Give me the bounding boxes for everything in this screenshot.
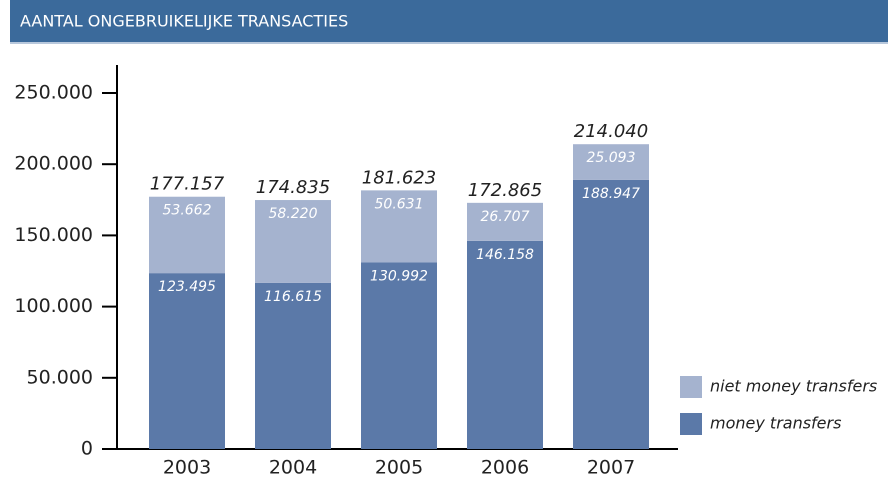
legend-swatch	[680, 376, 702, 398]
total-label: 174.835	[256, 177, 330, 198]
bar-segment	[149, 196, 225, 274]
bar-segment	[467, 240, 543, 449]
legend-label: niet money transfers	[710, 377, 877, 396]
x-tick-label: 2003	[163, 457, 211, 477]
y-tick-label: 200.000	[14, 153, 93, 175]
y-tick-label: 250.000	[14, 82, 93, 104]
segment-label: 50.631	[375, 196, 424, 212]
total-label: 214.040	[574, 121, 648, 142]
segment-label: 53.662	[163, 203, 212, 219]
header-rule	[10, 42, 888, 44]
x-tick-label: 2005	[375, 457, 423, 477]
bar-segment	[149, 273, 225, 449]
segment-label: 146.158	[476, 247, 534, 263]
y-tick-label: 50.000	[27, 366, 93, 388]
x-tick-label: 2006	[481, 457, 529, 477]
x-tick-label: 2007	[587, 457, 635, 477]
x-tick-label: 2004	[269, 457, 317, 477]
bar-segment	[573, 144, 649, 180]
legend-swatch	[680, 413, 702, 435]
bar-segment	[255, 282, 331, 449]
header-bar	[10, 0, 888, 42]
legend-label: money transfers	[710, 414, 841, 433]
segment-label: 130.992	[370, 268, 428, 284]
segment-label: 116.615	[264, 289, 322, 305]
segment-label: 25.093	[587, 150, 636, 166]
bar-segment	[255, 200, 331, 283]
bar-segment	[361, 190, 437, 263]
total-label: 181.623	[362, 167, 436, 188]
y-tick-label: 100.000	[14, 295, 93, 317]
chart-title: AANTAL ONGEBRUIKELIJKE TRANSACTIES	[20, 12, 348, 31]
bar-segment	[361, 262, 437, 449]
total-label: 177.157	[150, 174, 225, 195]
segment-label: 123.495	[158, 279, 216, 295]
bar-segment	[467, 202, 543, 241]
y-tick-label: 150.000	[14, 224, 93, 246]
y-tick-label: 0	[81, 438, 93, 460]
segment-label: 188.947	[582, 186, 640, 202]
total-label: 172.865	[468, 180, 542, 201]
segment-label: 26.707	[481, 209, 530, 225]
bar-segment	[573, 179, 649, 450]
segment-label: 58.220	[269, 206, 318, 222]
